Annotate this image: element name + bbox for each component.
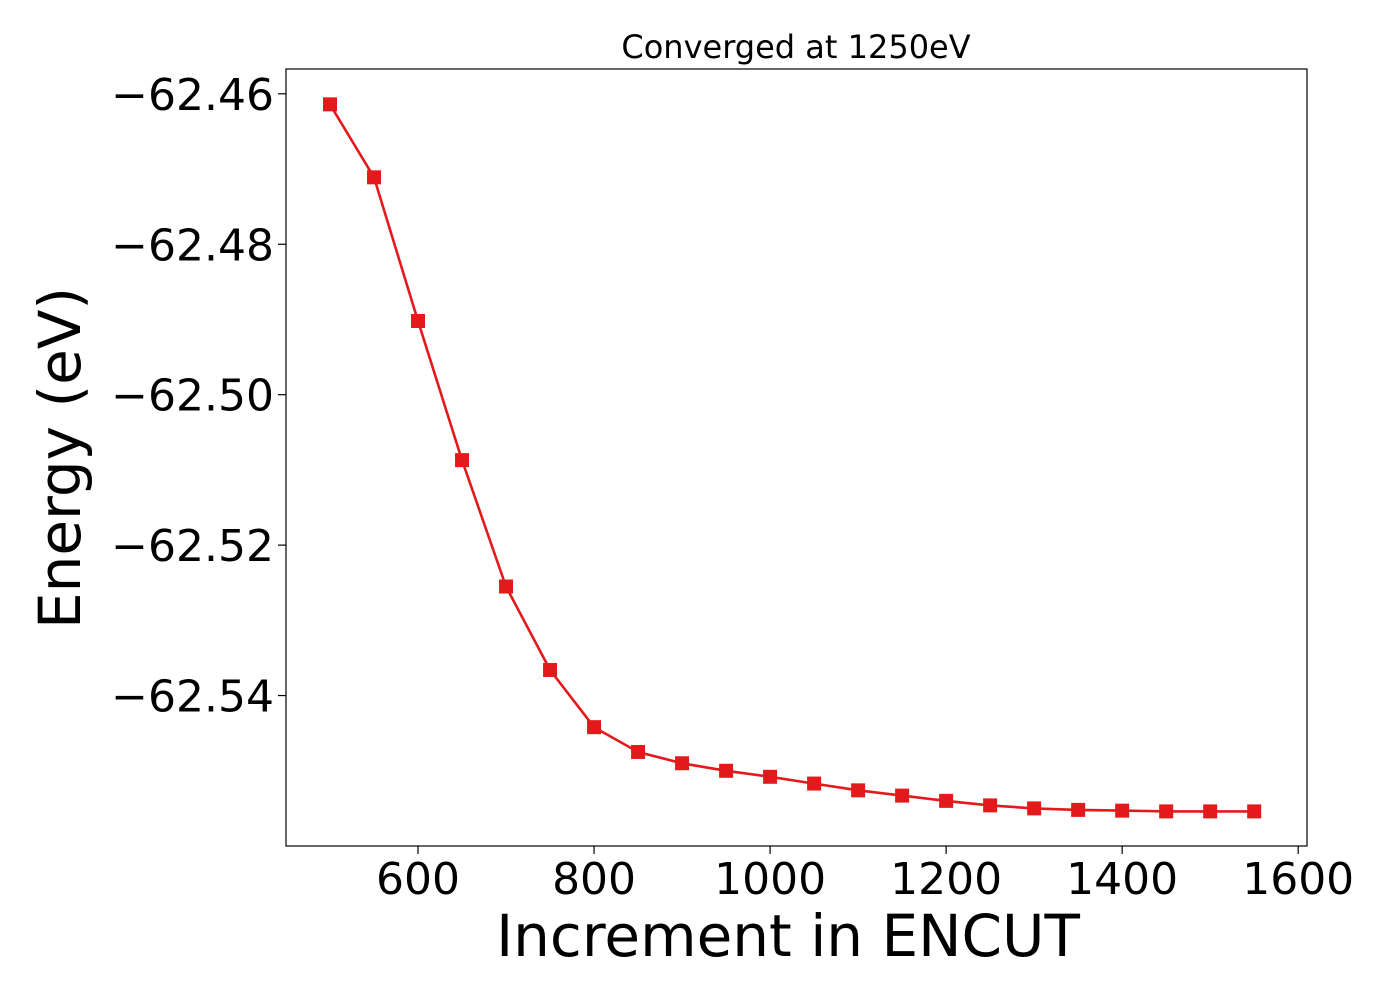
x-tick-label: 600: [376, 854, 460, 905]
data-point: [1159, 804, 1174, 819]
data-point: [1203, 804, 1218, 819]
series-line: [328, 103, 1255, 813]
plot-frame: [285, 68, 1308, 847]
x-axis-label: Increment in ENCUT: [496, 902, 1080, 970]
data-point: [675, 756, 690, 771]
data-point: [1071, 802, 1086, 817]
data-point: [587, 720, 602, 735]
data-point: [455, 453, 470, 468]
data-point: [763, 769, 778, 784]
data-point: [411, 313, 426, 328]
x-tick-label: 1600: [1242, 854, 1354, 905]
x-tick-label: 1400: [1066, 854, 1178, 905]
data-point: [807, 776, 822, 791]
data-point: [939, 793, 954, 808]
y-tick-label: −62.48: [111, 220, 274, 271]
x-tick-label: 1200: [890, 854, 1002, 905]
chart-title: Converged at 1250eV: [621, 28, 970, 66]
x-tick-label: 800: [552, 854, 636, 905]
data-point: [1115, 803, 1130, 818]
y-tick-label: −62.52: [111, 521, 274, 572]
y-tick-label: −62.46: [111, 70, 274, 121]
data-point: [895, 788, 910, 803]
data-point: [851, 783, 866, 798]
data-point: [1247, 804, 1262, 819]
data-point: [1027, 801, 1042, 816]
y-axis-label: Energy (eV): [26, 287, 94, 629]
data-point: [499, 579, 514, 594]
x-axis: 600 800 1000 1200 1400 1600: [376, 846, 1354, 905]
x-tick-label: 1000: [714, 854, 826, 905]
data-point: [631, 744, 646, 759]
data-point: [983, 798, 998, 813]
y-axis: −62.46 −62.48 −62.50 −62.52 −62.54: [111, 70, 286, 723]
y-tick-label: −62.54: [111, 672, 274, 723]
data-point: [719, 763, 734, 778]
y-tick-label: −62.50: [111, 371, 274, 422]
data-point: [323, 97, 338, 112]
series-energy: [323, 97, 1262, 819]
data-point: [543, 662, 558, 677]
data-point: [367, 170, 382, 185]
